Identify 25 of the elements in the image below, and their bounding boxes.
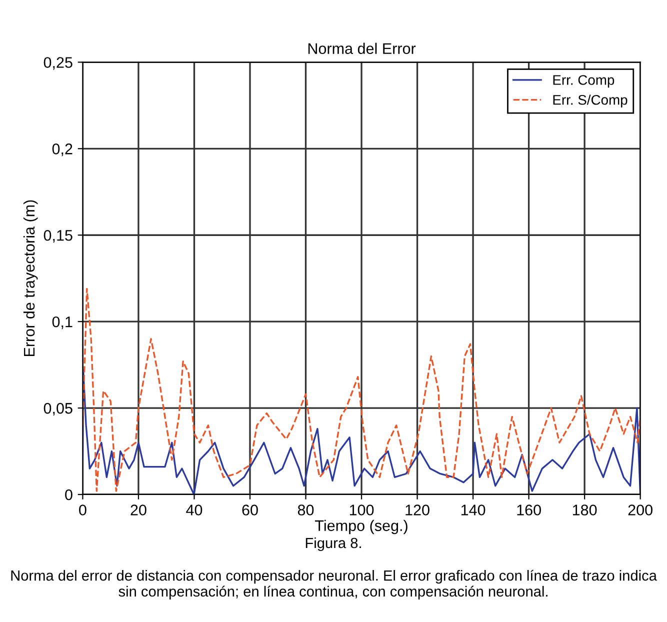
x-tick-label: 60 — [242, 504, 258, 516]
chart-title: Norma del Error — [308, 42, 416, 54]
x-tick-label: 180 — [572, 504, 597, 516]
y-tick-label: 0,25 — [44, 57, 72, 70]
legend-label: Err. S/Comp — [553, 94, 628, 108]
y-tick-label: 0 — [65, 489, 72, 500]
y-tick-label: 0,1 — [52, 316, 72, 330]
x-axis-title: Tiempo (seg.) — [315, 520, 408, 534]
line-series — [82, 288, 640, 492]
y-tick-label: 0,2 — [52, 144, 72, 156]
x-tick-label: 80 — [298, 504, 314, 516]
text: Figura 8. — [306, 537, 361, 552]
y-tick-label: 0,15 — [44, 230, 72, 243]
x-tick-label: 20 — [130, 504, 146, 516]
x-tick-label: 120 — [406, 504, 430, 516]
x-tick-label: 40 — [186, 504, 202, 516]
x-tick-label: 160 — [517, 504, 541, 516]
text: Norma del error de distancia con compensador neuronal. El error graficado con línea de trazo indica sin compensación; en línea continua, con compensación neuronal. — [11, 570, 657, 600]
legend-label: Err. Comp — [553, 75, 614, 88]
x-tick-label: 0 — [79, 504, 86, 516]
x-tick-label: 200 — [628, 504, 652, 516]
y-tick-label: 0,05 — [44, 402, 72, 416]
y-axis-title: Error de trayectoria (m) — [23, 200, 38, 356]
x-tick-label: 140 — [461, 504, 486, 516]
x-tick-label: 100 — [350, 504, 374, 516]
